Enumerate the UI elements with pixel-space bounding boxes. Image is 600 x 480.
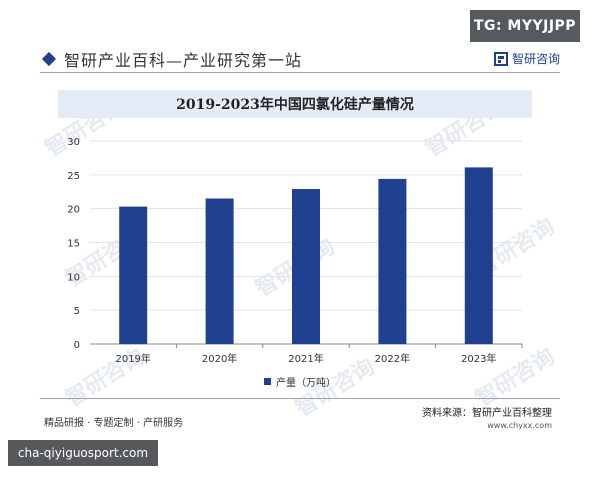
footer-source: 资料来源：智研产业百科整理 www.chyxx.com — [422, 404, 552, 430]
chart-title-band: 2019-2023年中国四氯化硅产量情况 — [58, 90, 532, 118]
x-tick-label: 2021年 — [288, 352, 323, 365]
y-tick-label: 0 — [74, 340, 80, 351]
tg-badge: TG: MYYJJPP — [470, 10, 580, 42]
header-title: 智研产业百科—产业研究第一站 — [64, 51, 303, 70]
bar — [205, 198, 234, 344]
footer-divider — [40, 398, 560, 399]
x-tick-label: 2022年 — [375, 352, 410, 365]
bar — [292, 189, 320, 344]
y-tick-label: 10 — [67, 272, 80, 283]
brand-icon — [493, 51, 508, 66]
brand-name: 智研咨询 — [511, 52, 560, 66]
y-tick-label: 30 — [67, 137, 80, 148]
legend-label: 产量（万吨） — [276, 378, 336, 389]
source-text: 资料来源：智研产业百科整理 — [422, 408, 552, 419]
y-tick-label: 15 — [67, 239, 80, 250]
y-tick-label: 20 — [67, 205, 80, 216]
x-tick-label: 2020年 — [202, 352, 237, 365]
y-tick-label: 25 — [67, 171, 80, 182]
chart-legend: 产量（万吨） — [0, 374, 600, 389]
footer-tagline: 精品研报 · 专题定制 · 产研服务 — [44, 418, 184, 429]
x-tick-label: 2019年 — [115, 352, 150, 365]
source-url: www.chyxx.com — [487, 421, 552, 430]
header-divider — [40, 72, 560, 73]
x-tick-label: 2023年 — [461, 352, 496, 365]
chart-title: 2019-2023年中国四氯化硅产量情况 — [176, 97, 414, 113]
report-header: 智研产业百科—产业研究第一站 智研咨询 — [40, 48, 560, 70]
legend-swatch — [264, 378, 271, 385]
brand-logo: 智研咨询 — [493, 50, 560, 67]
bar — [378, 178, 407, 344]
site-badge: cha-qiyiguosport.com — [8, 440, 158, 466]
y-tick-label: 5 — [74, 306, 80, 317]
bar — [119, 206, 148, 344]
bar — [464, 167, 493, 344]
